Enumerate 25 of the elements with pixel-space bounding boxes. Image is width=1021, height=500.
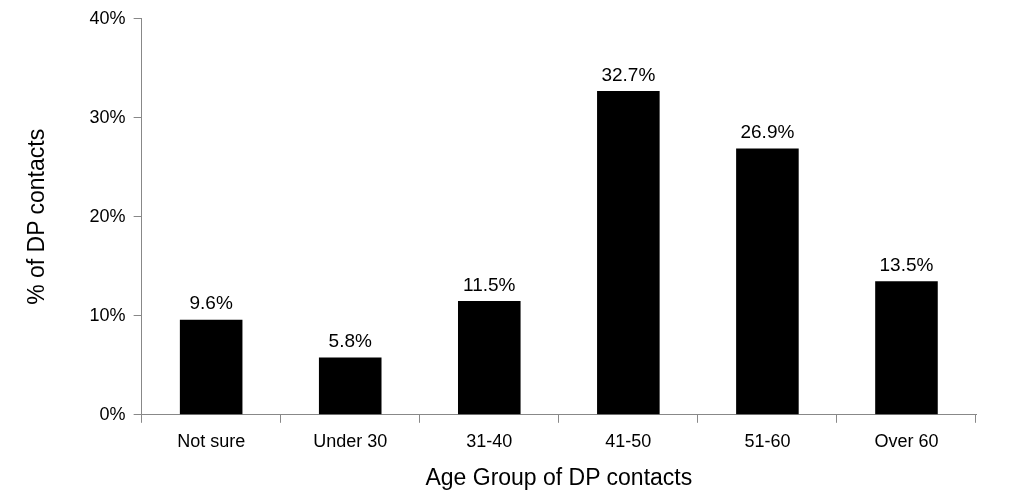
x-tick-label: 51-60 [744, 430, 791, 451]
bar [597, 91, 660, 415]
data-label: 11.5% [463, 273, 516, 295]
bar [457, 300, 521, 415]
y-tick-label: 0% [99, 403, 126, 424]
bar [179, 319, 243, 415]
bar [736, 148, 799, 415]
data-label: 32.7% [601, 63, 656, 85]
y-tick-label: 10% [89, 304, 126, 325]
x-tick-label: Not sure [177, 430, 246, 451]
x-tick-label: Over 60 [874, 430, 939, 451]
data-label: 26.9% [740, 121, 795, 143]
x-tick-label: 31-40 [466, 430, 513, 451]
data-label: 9.6% [189, 292, 233, 314]
data-label: 13.5% [879, 253, 934, 275]
bar [875, 281, 938, 415]
y-tick-label: 20% [89, 205, 126, 226]
y-tick-label: 40% [89, 7, 126, 28]
y-tick-label: 30% [89, 106, 126, 127]
y-axis-title: % of DP contacts [23, 128, 50, 305]
x-tick-label: 41-50 [605, 430, 652, 451]
x-axis-title: Age Group of DP contacts [425, 463, 693, 490]
bar [318, 357, 382, 415]
data-label: 5.8% [328, 330, 372, 352]
x-tick-label: Under 30 [313, 430, 388, 451]
